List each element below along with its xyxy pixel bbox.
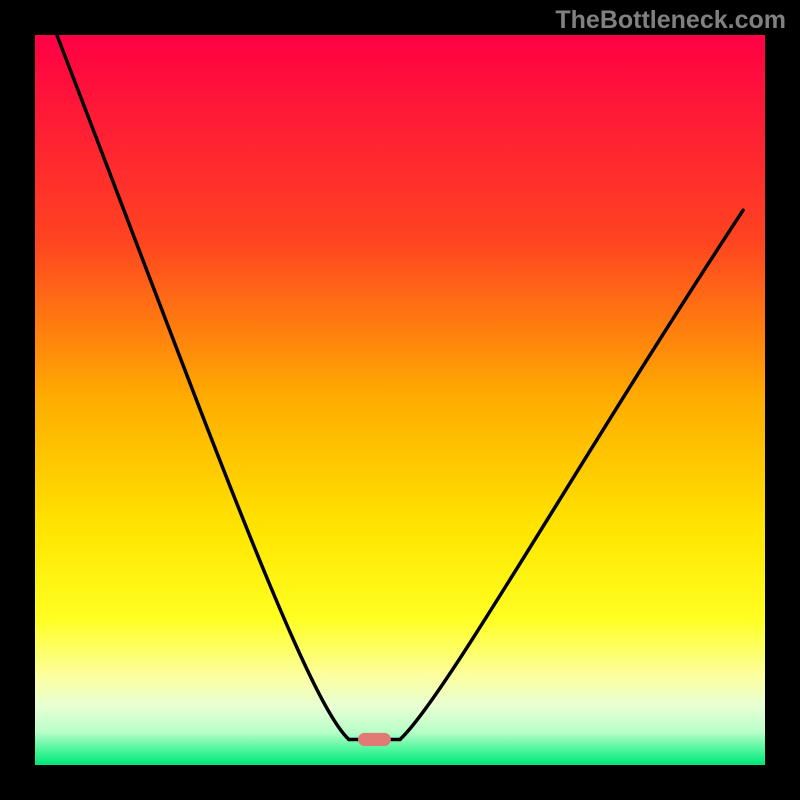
minimum-marker xyxy=(358,733,391,746)
bottleneck-curve xyxy=(35,35,765,765)
plot-area xyxy=(35,35,765,765)
watermark-text: TheBottleneck.com xyxy=(555,6,786,35)
chart-container: TheBottleneck.com xyxy=(0,0,800,800)
